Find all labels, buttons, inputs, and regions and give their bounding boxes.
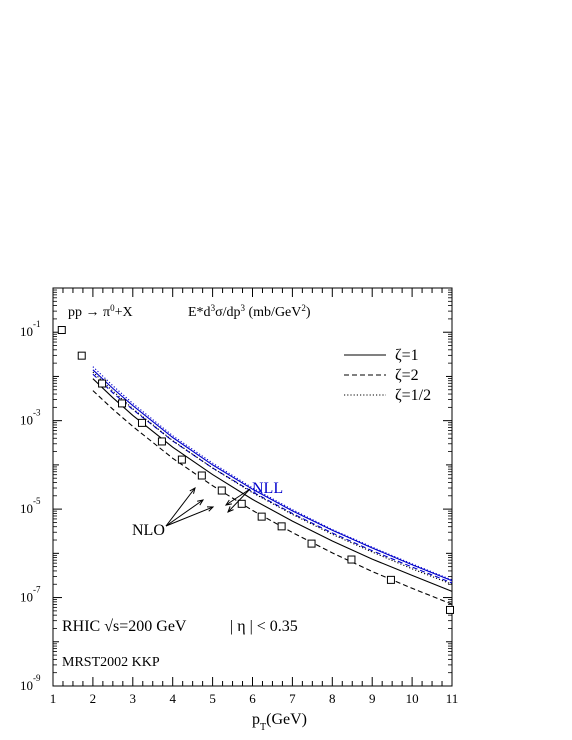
nlo-arrow-2-head	[197, 499, 205, 506]
legend-label: ζ=1	[395, 347, 419, 364]
theory-curves	[92, 366, 453, 605]
y-tick-label: 10-5	[20, 496, 41, 516]
x-tick-label: 6	[249, 691, 256, 706]
x-tick-label: 4	[169, 691, 176, 706]
x-tick-label: 7	[289, 691, 296, 706]
data-point	[197, 471, 206, 480]
data-point	[217, 486, 226, 495]
y-tick-label: 10-1	[20, 319, 41, 339]
legend-label: ζ=2	[395, 367, 419, 384]
nll-arrow-upper	[225, 488, 251, 506]
nlo-label: NLO	[132, 522, 165, 539]
collider-label: RHIC √s=200 GeV	[62, 618, 187, 635]
x-tick-label: 2	[90, 691, 97, 706]
data-point	[98, 379, 107, 388]
nlo-arrow-1	[165, 487, 196, 527]
data-points	[57, 326, 455, 614]
annotations: ζ=1 ζ=2 ζ=1/2 pp → π0+X E*d3σ/dp3 (mb/GeV2) p…	[62, 303, 431, 733]
y-tick-label: 10-7	[20, 585, 41, 605]
x-tick-label: 3	[130, 691, 137, 706]
nll-curve-dashed	[92, 373, 453, 584]
nlo-curve-dashed	[92, 390, 453, 605]
data-point	[137, 418, 146, 427]
x-axis-label: pT(GeV)	[252, 711, 307, 733]
data-point	[277, 522, 286, 531]
nlo-arrow-2	[165, 499, 204, 527]
annotation-arrows	[165, 486, 251, 527]
nlo-arrow-3-head	[206, 506, 215, 512]
nlo-curve-solid	[92, 378, 453, 592]
nll-label: NLL	[252, 480, 283, 497]
x-tick-label: 5	[209, 691, 216, 706]
data-point	[177, 455, 186, 464]
axis-ticks: 1 2 3 4 5 6 7 8 9 10 11 10-1 10-3 10-5 10-7 10-9	[20, 287, 459, 706]
x-tick-label: 10	[406, 691, 419, 706]
rapidity-label: | η | < 0.35	[230, 618, 298, 635]
x-tick-label: 1	[50, 691, 57, 706]
data-point	[77, 351, 86, 360]
nll-curve-solid	[92, 369, 453, 582]
nll-arrow-upper-head	[224, 499, 232, 506]
data-point	[257, 512, 266, 521]
data-point	[118, 399, 127, 408]
nlo-arrow-1-head	[189, 486, 196, 494]
data-point	[446, 605, 455, 614]
y-tick-label: 10-3	[20, 408, 41, 428]
data-point	[347, 555, 356, 564]
nlo-curve-dotted	[92, 371, 453, 585]
y-axis-label: E*d3σ/dp3 (mb/GeV2)	[188, 303, 311, 320]
y-tick-label: 10-9	[20, 673, 41, 693]
chart-title: pp → π0+X	[68, 303, 133, 320]
nll-arrow-lower	[227, 488, 251, 513]
x-tick-label: 11	[446, 691, 459, 706]
x-tick-label: 9	[369, 691, 376, 706]
nll-arrow-lower-head	[227, 506, 234, 513]
pdf-ff-label: MRST2002 KKP	[62, 655, 160, 670]
data-point	[386, 575, 395, 584]
legend-label: ζ=1/2	[395, 387, 431, 404]
data-point	[307, 539, 316, 548]
nlo-arrow-3	[165, 506, 214, 527]
data-point	[157, 437, 166, 446]
data-point	[57, 326, 66, 335]
nll-curve-dotted	[92, 366, 453, 581]
x-tick-label: 8	[329, 691, 336, 706]
data-point	[237, 499, 246, 508]
